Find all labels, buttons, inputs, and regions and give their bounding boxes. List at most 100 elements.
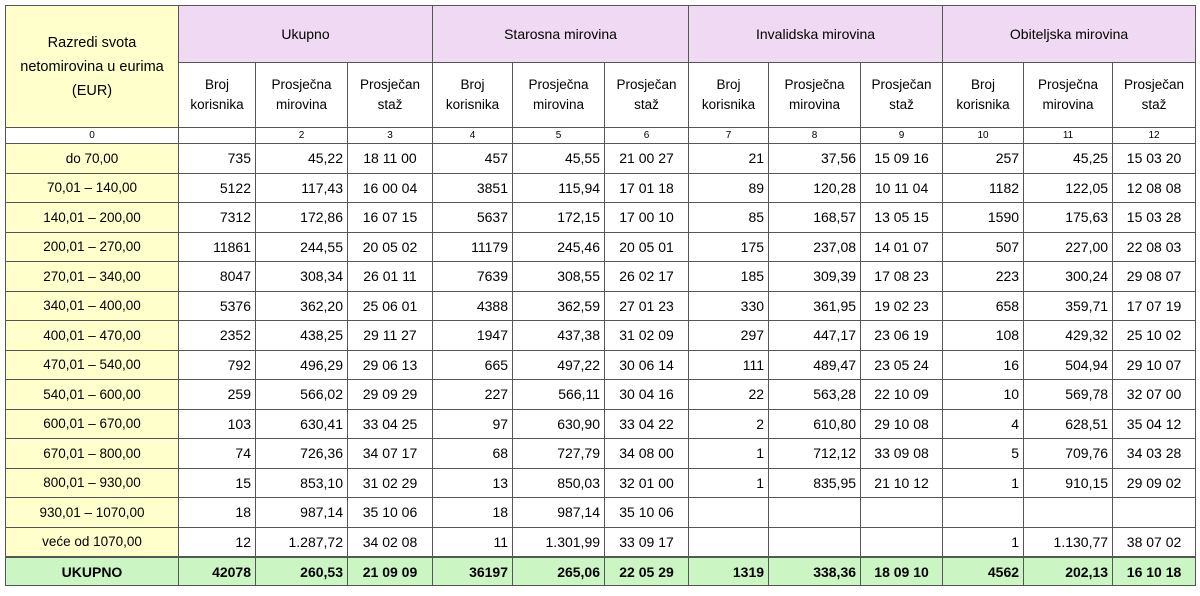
cell: 185 <box>688 261 770 292</box>
class-label: 800,01 – 930,00 <box>5 467 179 498</box>
cell: 5376 <box>178 290 256 321</box>
cell: 259 <box>178 379 256 410</box>
cell: 853,10 <box>255 467 348 498</box>
subheader: Broj korisnika <box>942 62 1025 128</box>
cell: 5122 <box>178 172 256 203</box>
cell: 21 00 27 <box>604 143 690 174</box>
column-number: 9 <box>860 127 944 144</box>
cell: 29 08 07 <box>1112 261 1197 292</box>
cell: 35 04 12 <box>1112 408 1197 439</box>
subheader: Prosječna mirovina <box>768 62 862 128</box>
cell: 15 03 28 <box>1112 202 1197 233</box>
group-header: Ukupno <box>177 5 434 63</box>
class-label: 70,01 – 140,00 <box>5 172 179 203</box>
column-number: 2 <box>255 127 348 144</box>
cell: 8047 <box>178 261 256 292</box>
cell: 27 01 23 <box>604 290 690 321</box>
data-row: 540,01 – 600,00 259 566,02 29 09 29 227 566,1… <box>5 379 1197 410</box>
cell: 15 03 20 <box>1112 143 1197 174</box>
cell: 74 <box>178 438 256 469</box>
cell: 23 05 24 <box>860 349 944 380</box>
subheader: Prosječan staž <box>860 62 944 128</box>
cell: 97 <box>432 408 514 439</box>
cell: 1 <box>688 467 770 498</box>
cell: 438,25 <box>255 320 348 351</box>
cell: 35 10 06 <box>604 497 690 528</box>
column-number: 3 <box>346 127 434 144</box>
cell <box>768 497 862 528</box>
total-cell: 22 05 29 <box>604 556 690 586</box>
cell: 175 <box>688 231 770 262</box>
cell: 457 <box>432 143 514 174</box>
cell: 29 10 07 <box>1112 349 1197 380</box>
cell: 45,22 <box>255 143 348 174</box>
cell: 15 09 16 <box>860 143 944 174</box>
cell: 1182 <box>942 172 1025 203</box>
cell: 38 07 02 <box>1112 526 1197 558</box>
data-row: 670,01 – 800,00 74 726,36 34 07 17 68 727,79 3… <box>5 438 1197 469</box>
class-label: 270,01 – 340,00 <box>5 261 179 292</box>
column-number: 4 <box>432 127 514 144</box>
cell: 1 <box>942 467 1025 498</box>
cell: 245,46 <box>512 231 606 262</box>
cell: 227 <box>432 379 514 410</box>
cell: 709,76 <box>1023 438 1114 469</box>
row-label-header: Razredi svota netomirovina u eurima (EUR… <box>5 5 179 128</box>
cell: 507 <box>942 231 1025 262</box>
subheader: Broj korisnika <box>178 62 256 128</box>
group-header: Starosna mirovina <box>432 5 690 63</box>
cell: 850,03 <box>512 467 606 498</box>
cell <box>1112 497 1197 528</box>
cell: 7312 <box>178 202 256 233</box>
column-number-row: 0 2 3 4 5 6 7 8 9 10 11 12 <box>5 127 1197 144</box>
cell: 566,02 <box>255 379 348 410</box>
group-header: Invalidska mirovina <box>688 5 944 63</box>
column-number: 6 <box>604 127 690 144</box>
cell: 175,63 <box>1023 202 1114 233</box>
cell: 30 06 14 <box>604 349 690 380</box>
cell: 16 07 15 <box>346 202 434 233</box>
cell: 712,12 <box>768 438 862 469</box>
cell: 4388 <box>432 290 514 321</box>
subheader: Broj korisnika <box>432 62 514 128</box>
cell: 12 <box>178 526 256 558</box>
data-row: 800,01 – 930,00 15 853,10 31 02 29 13 850,03 3… <box>5 467 1197 498</box>
cell: 566,11 <box>512 379 606 410</box>
cell: 1590 <box>942 202 1025 233</box>
cell: 17 07 19 <box>1112 290 1197 321</box>
cell: 359,71 <box>1023 290 1114 321</box>
class-label: 470,01 – 540,00 <box>5 349 179 380</box>
column-number: 0 <box>5 127 179 144</box>
total-cell: 21 09 09 <box>346 556 434 586</box>
pension-table: Razredi svota netomirovina u eurima (EUR… <box>5 5 1197 586</box>
cell <box>1023 497 1114 528</box>
cell: 34 07 17 <box>346 438 434 469</box>
cell: 29 06 13 <box>346 349 434 380</box>
cell: 13 05 15 <box>860 202 944 233</box>
cell: 33 04 22 <box>604 408 690 439</box>
cell: 4 <box>942 408 1025 439</box>
class-label: veće od 1070,00 <box>5 526 179 558</box>
cell: 3851 <box>432 172 514 203</box>
cell: 2352 <box>178 320 256 351</box>
total-cell: 42078 <box>178 556 256 586</box>
subheader: Prosječan staž <box>604 62 690 128</box>
cell: 497,22 <box>512 349 606 380</box>
cell: 1947 <box>432 320 514 351</box>
cell: 16 00 04 <box>346 172 434 203</box>
cell: 89 <box>688 172 770 203</box>
cell: 297 <box>688 320 770 351</box>
data-row: 200,01 – 270,00 11861 244,55 20 05 02 11179 2… <box>5 231 1197 262</box>
cell: 563,28 <box>768 379 862 410</box>
cell: 20 05 01 <box>604 231 690 262</box>
subheader: Prosječna mirovina <box>1023 62 1114 128</box>
cell: 22 08 03 <box>1112 231 1197 262</box>
cell: 726,36 <box>255 438 348 469</box>
cell: 447,17 <box>768 320 862 351</box>
class-label: 670,01 – 800,00 <box>5 438 179 469</box>
total-cell: 265,06 <box>512 556 606 586</box>
cell: 31 02 09 <box>604 320 690 351</box>
cell: 223 <box>942 261 1025 292</box>
cell: 20 05 02 <box>346 231 434 262</box>
class-label: 930,01 – 1070,00 <box>5 497 179 528</box>
